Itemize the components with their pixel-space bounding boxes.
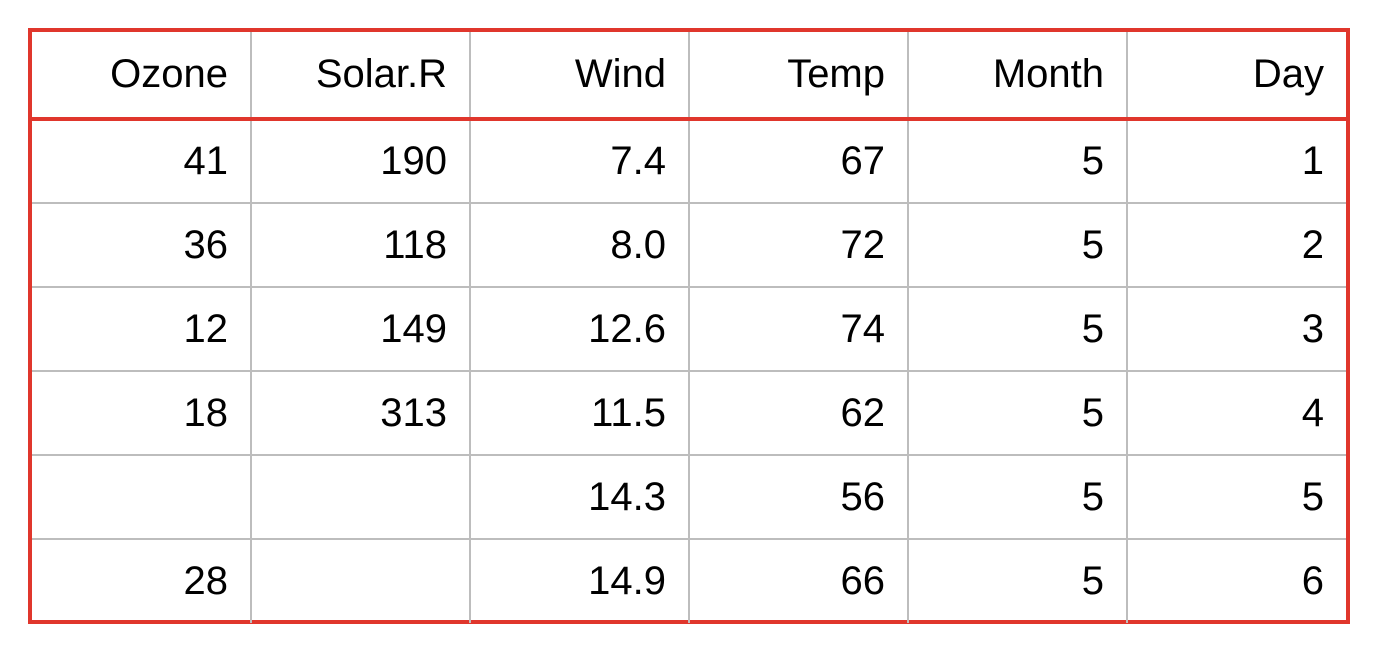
table-cell: 18 xyxy=(32,370,251,455)
table-cell xyxy=(32,454,251,539)
table-cell: 14.3 xyxy=(469,454,689,539)
table-cell: 66 xyxy=(688,538,908,623)
table-cell: 7.4 xyxy=(469,119,689,203)
table-cell: 118 xyxy=(250,202,470,287)
table-cell: 5 xyxy=(907,370,1127,455)
table-cell: 3 xyxy=(1126,286,1346,371)
table-cell: 62 xyxy=(688,370,908,455)
table-cell: 1 xyxy=(1126,119,1346,203)
column-header-ozone: Ozone xyxy=(32,32,251,121)
table-cell: 41 xyxy=(183,139,229,183)
table-cell: 4 xyxy=(1126,370,1346,455)
table-row: 18 313 11.5 62 5 4 xyxy=(32,370,1346,455)
table-row: 36 118 8.0 72 5 2 xyxy=(32,202,1346,287)
table-cell: 11.5 xyxy=(469,370,689,455)
column-header-solar-r: Solar.R xyxy=(250,32,470,121)
column-header-temp: Temp xyxy=(688,32,908,121)
table-row: 12 149 12.6 74 5 3 xyxy=(32,286,1346,371)
table-cell: 12.6 xyxy=(469,286,689,371)
table-cell: 149 xyxy=(250,286,470,371)
table-cell: 67 xyxy=(688,119,908,203)
table-cell: 12 xyxy=(32,286,251,371)
table-cell: 72 xyxy=(688,202,908,287)
data-table-frame: Ozone Solar.R Wind Temp Month Day 41 190… xyxy=(28,28,1350,624)
table-cell: 14.9 xyxy=(469,538,689,623)
table-cell: 6 xyxy=(1126,538,1346,623)
table-row: 28 14.9 66 5 6 xyxy=(32,538,1346,623)
table-cell: 5 xyxy=(907,202,1127,287)
table-cell: 74 xyxy=(688,286,908,371)
table-cell: 28 xyxy=(32,538,251,623)
column-header-wind: Wind xyxy=(469,32,689,121)
table-cell: 5 xyxy=(907,119,1127,203)
table-cell xyxy=(250,538,470,623)
table-cell: 313 xyxy=(250,370,470,455)
table-row: 41 190 7.4 67 5 1 xyxy=(32,119,1346,203)
table-cell: 5 xyxy=(907,286,1127,371)
table-body: 41 190 7.4 67 5 1 36 118 8.0 72 5 2 12 1… xyxy=(32,119,1346,623)
table-cell: 5 xyxy=(907,538,1127,623)
table-cell: 5 xyxy=(1126,454,1346,539)
table-cell: 5 xyxy=(907,454,1127,539)
table-cell: 8.0 xyxy=(469,202,689,287)
table-header: Ozone Solar.R Wind Temp Month Day xyxy=(32,32,1346,121)
table-cell: 190 xyxy=(250,119,470,203)
table-cell: 56 xyxy=(688,454,908,539)
table-cell: 2 xyxy=(1126,202,1346,287)
header-row: Ozone Solar.R Wind Temp Month Day xyxy=(32,32,1346,121)
table-row: 14.3 56 5 5 xyxy=(32,454,1346,539)
table-cell xyxy=(250,454,470,539)
table-cell: 36 xyxy=(32,202,251,287)
data-table: Ozone Solar.R Wind Temp Month Day 41 190… xyxy=(32,32,1346,623)
column-header-month: Month xyxy=(907,32,1127,121)
column-header-day: Day xyxy=(1126,32,1346,121)
